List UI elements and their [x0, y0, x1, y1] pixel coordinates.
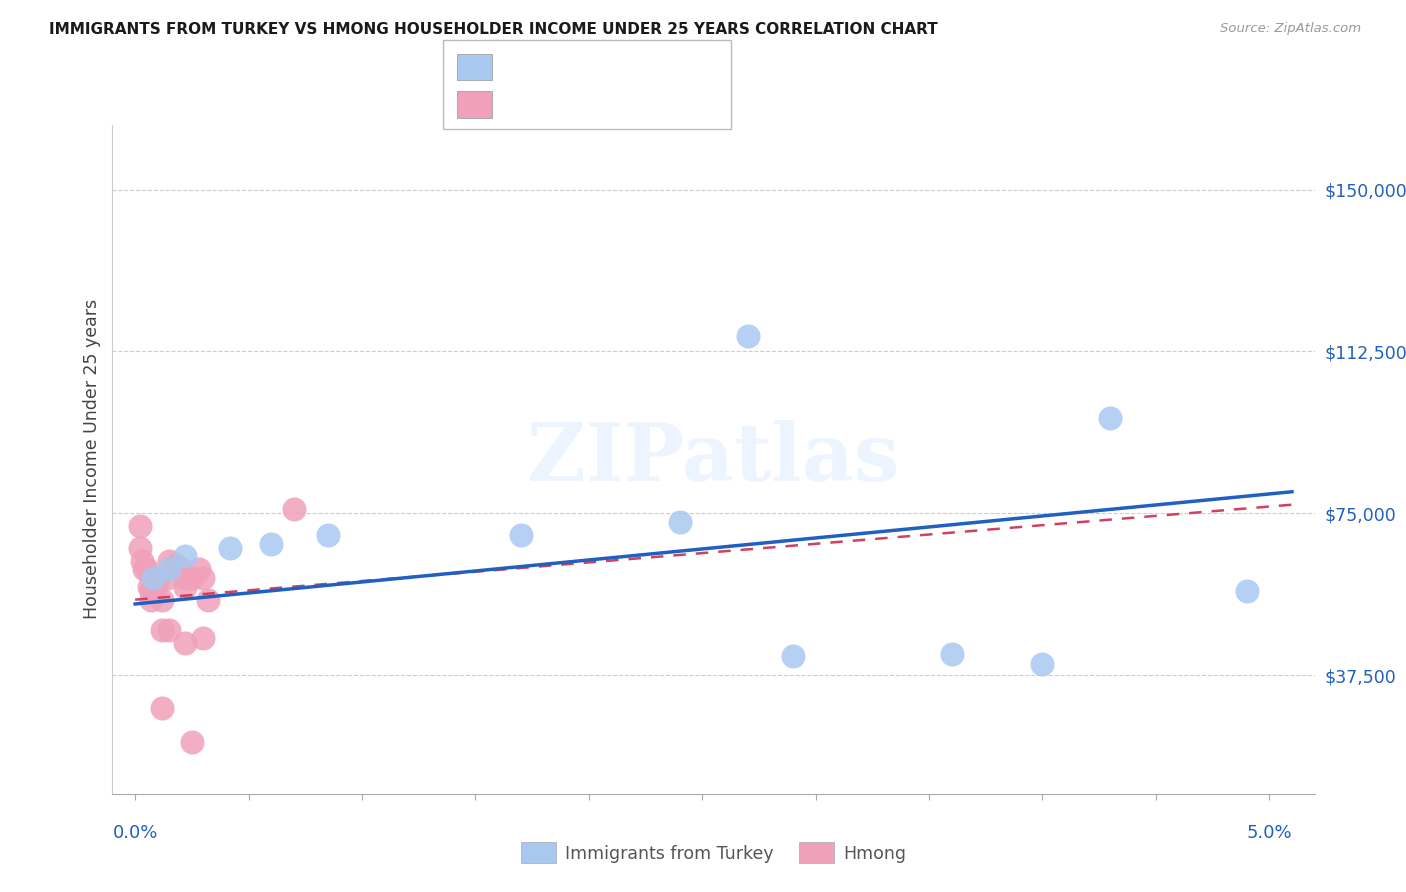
Point: [782, 648, 804, 663]
Point: [150, 623, 173, 637]
Point: [219, 541, 242, 555]
Point: [142, 582, 165, 596]
Point: [1099, 411, 1122, 425]
Point: [150, 700, 173, 714]
Text: IMMIGRANTS FROM TURKEY VS HMONG HOUSEHOLDER INCOME UNDER 25 YEARS CORRELATION CH: IMMIGRANTS FROM TURKEY VS HMONG HOUSEHOL…: [49, 22, 938, 37]
Point: [128, 519, 150, 533]
Text: Source: ZipAtlas.com: Source: ZipAtlas.com: [1220, 22, 1361, 36]
Point: [174, 580, 197, 594]
Text: N =: N =: [588, 95, 619, 112]
Legend: Immigrants from Turkey, Hmong: Immigrants from Turkey, Hmong: [513, 834, 914, 872]
Point: [193, 632, 215, 646]
Text: 12: 12: [617, 57, 640, 75]
Point: [180, 735, 202, 749]
Text: 0.132: 0.132: [538, 95, 591, 112]
Point: [197, 592, 219, 607]
Text: 0.320: 0.320: [538, 57, 591, 75]
Text: 5.0%: 5.0%: [1247, 824, 1292, 842]
Point: [316, 528, 339, 542]
Point: [156, 571, 179, 585]
Point: [174, 636, 197, 650]
Point: [128, 541, 150, 555]
Point: [1031, 657, 1053, 672]
Point: [139, 592, 162, 607]
Point: [509, 528, 531, 542]
Point: [142, 584, 165, 599]
Point: [187, 562, 209, 576]
Point: [174, 571, 197, 585]
Point: [737, 329, 759, 343]
Point: [180, 571, 202, 585]
Point: [283, 502, 305, 516]
Point: [193, 571, 215, 585]
Text: 0.0%: 0.0%: [112, 824, 157, 842]
Point: [165, 558, 187, 573]
Point: [668, 515, 690, 529]
Point: [145, 580, 167, 594]
Point: [1236, 584, 1258, 599]
Point: [138, 580, 160, 594]
Point: [157, 554, 180, 568]
Text: R =: R =: [503, 95, 534, 112]
Point: [135, 562, 157, 576]
Point: [134, 562, 156, 576]
Point: [157, 623, 180, 637]
Text: N =: N =: [588, 57, 619, 75]
Text: ZIPatlas: ZIPatlas: [527, 420, 900, 499]
Text: 30: 30: [617, 95, 640, 112]
Point: [146, 571, 169, 585]
Point: [169, 562, 191, 576]
Point: [157, 562, 180, 576]
Point: [131, 554, 153, 568]
Point: [150, 592, 173, 607]
Text: R =: R =: [503, 57, 534, 75]
Point: [174, 549, 197, 564]
Point: [260, 536, 283, 550]
Point: [941, 647, 963, 661]
Point: [142, 571, 165, 585]
Y-axis label: Householder Income Under 25 years: Householder Income Under 25 years: [83, 300, 101, 619]
Point: [139, 584, 162, 599]
